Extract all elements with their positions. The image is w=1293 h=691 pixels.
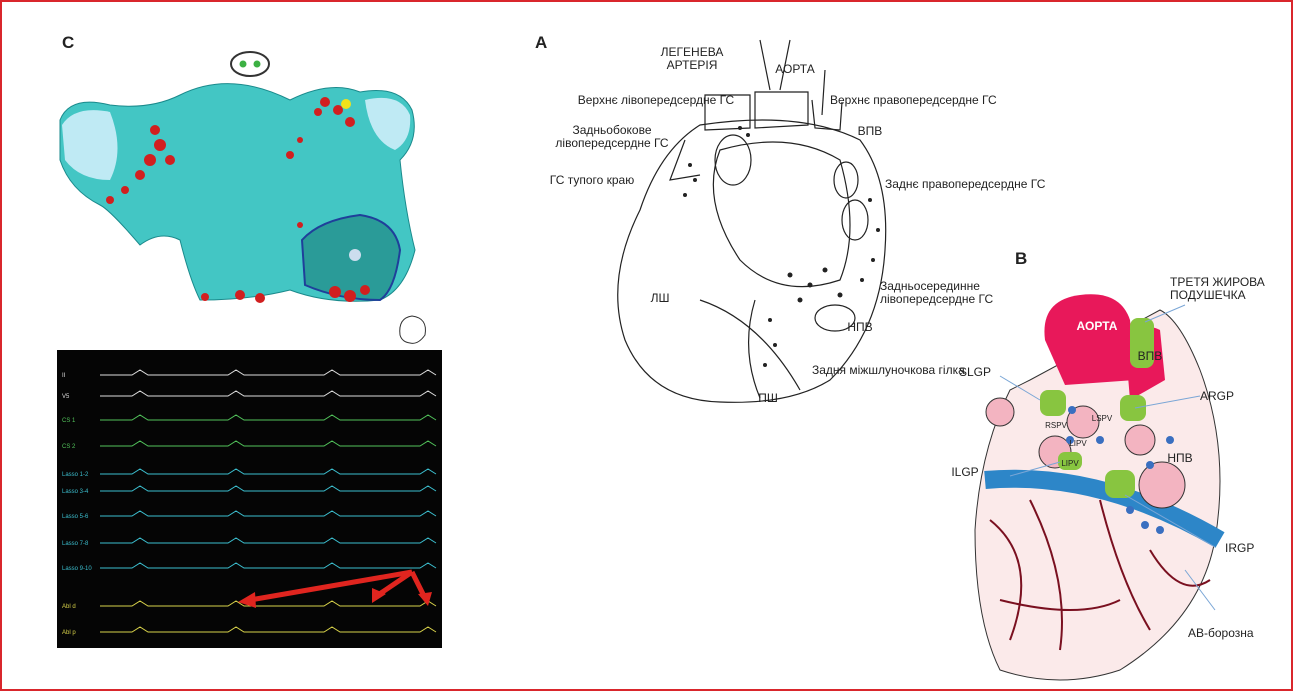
- label: НПВ: [1167, 451, 1192, 465]
- label-line: LSPV: [1092, 414, 1113, 423]
- label-line: ARGP: [1200, 389, 1234, 403]
- channel-label: Lasso 7-8: [62, 541, 89, 547]
- label: LSPV: [1092, 414, 1113, 423]
- channel-label: Lasso 3-4: [62, 489, 89, 495]
- label: ILGP: [951, 465, 978, 479]
- channel-label: CS 2: [62, 444, 76, 450]
- label-line: лівопередсердне ГС: [880, 292, 994, 306]
- label-line: Задньосерединне: [880, 279, 980, 293]
- label: ВПВ: [858, 124, 883, 138]
- channel-label: Lasso 1-2: [62, 472, 89, 478]
- label: Заднє правопередсердне ГС: [885, 177, 1046, 191]
- label-line: ЛЕГЕНЕВА: [661, 45, 724, 59]
- label: LIPV: [1069, 439, 1087, 448]
- label: Задня міжшлуночкова гілка: [812, 363, 965, 377]
- label-line: LIPV: [1069, 439, 1087, 448]
- channel-label: Lasso 5-6: [62, 514, 89, 520]
- channel-label: Abl p: [62, 630, 76, 636]
- label-line: RSPV: [1045, 421, 1067, 430]
- label: НПВ: [847, 320, 872, 334]
- figure: C II V5 CS 1 CS 2 Lasso 1-2 Lasso 3-4 Lasso 5-…: [0, 0, 1293, 691]
- label-line: Задньобокове: [573, 123, 652, 137]
- label-line: ПОДУШЕЧКА: [1170, 288, 1246, 302]
- label: Верхнє лівопередсердне ГС: [578, 93, 735, 107]
- label-line: SLGP: [959, 365, 991, 379]
- label-line: IRGP: [1225, 541, 1254, 555]
- label: RSPV: [1045, 421, 1067, 430]
- channel-label: CS 1: [62, 418, 76, 424]
- label-line: ВПВ: [1138, 349, 1163, 363]
- channel-label: Abl d: [62, 604, 76, 610]
- label-line: Верхнє лівопередсердне ГС: [578, 93, 735, 107]
- label: LIPV: [1061, 459, 1079, 468]
- label-line: ПШ: [758, 391, 778, 405]
- label-line: ГС тупого краю: [550, 173, 634, 187]
- label-line: LIPV: [1061, 459, 1079, 468]
- label: АОРТА: [1077, 319, 1118, 333]
- label-line: лівопередсердне ГС: [555, 136, 669, 150]
- label: AB-борозна: [1188, 626, 1254, 640]
- panel-label: A: [535, 33, 547, 52]
- label-line: НПВ: [847, 320, 872, 334]
- label: ЛШ: [651, 291, 670, 305]
- label: SLGP: [959, 365, 991, 379]
- panel-label: C: [62, 33, 74, 52]
- label: IRGP: [1225, 541, 1254, 555]
- label-line: Верхнє правопередсердне ГС: [830, 93, 997, 107]
- label: ПШ: [758, 391, 778, 405]
- channel-label: II: [62, 373, 66, 379]
- label-line: ЛШ: [651, 291, 670, 305]
- label-line: ILGP: [951, 465, 978, 479]
- label-line: АОРТА: [775, 62, 814, 76]
- label-line: АОРТА: [1077, 319, 1118, 333]
- label: Верхнє правопередсердне ГС: [830, 93, 997, 107]
- channel-label: Lasso 9-10: [62, 566, 92, 572]
- label: АОРТА: [775, 62, 814, 76]
- label: ARGP: [1200, 389, 1234, 403]
- label-line: ТРЕТЯ ЖИРОВА: [1170, 275, 1265, 289]
- channel-label: V5: [62, 394, 70, 400]
- label-line: ВПВ: [858, 124, 883, 138]
- label: ГС тупого краю: [550, 173, 634, 187]
- panel-label: B: [1015, 249, 1027, 268]
- label: ВПВ: [1138, 349, 1163, 363]
- label-line: Заднє правопередсердне ГС: [885, 177, 1046, 191]
- label-line: АРТЕРІЯ: [667, 58, 718, 72]
- label-line: НПВ: [1167, 451, 1192, 465]
- label-line: AB-борозна: [1188, 626, 1254, 640]
- label-line: Задня міжшлуночкова гілка: [812, 363, 965, 377]
